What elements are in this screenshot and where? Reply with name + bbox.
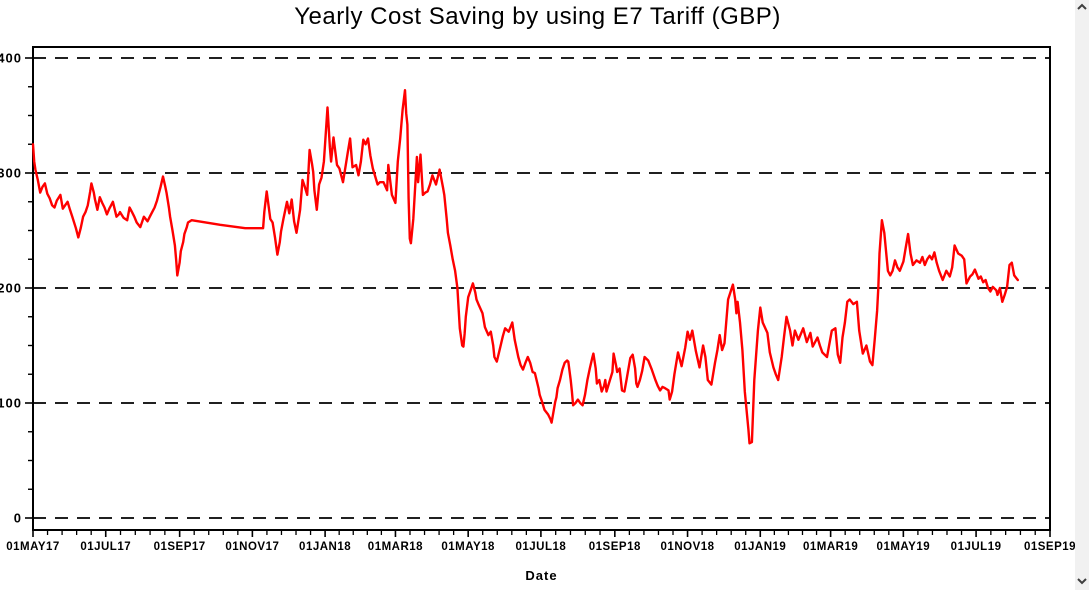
x-tick-label: 01MAY18 <box>441 541 495 553</box>
y-tick-label: 200 <box>0 281 22 296</box>
x-tick-label: 01JAN19 <box>734 541 786 553</box>
x-tick-label: 01JUL17 <box>80 541 131 553</box>
scrollbar-track[interactable] <box>1075 16 1089 574</box>
x-tick-label: 01JAN18 <box>299 541 351 553</box>
vertical-scrollbar[interactable] <box>1075 0 1089 590</box>
y-axis-ticks: 0 100 200 300 400 <box>0 51 33 526</box>
y-tick-label: 0 <box>14 511 22 526</box>
x-axis-title: Date <box>525 568 558 583</box>
x-tick-label: 01JUL18 <box>515 541 566 553</box>
series-line <box>31 88 1019 445</box>
y-tick-label: 300 <box>0 166 22 181</box>
x-tick-label: 01SEP18 <box>589 541 641 553</box>
x-tick-label: 01SEP19 <box>1024 541 1076 553</box>
x-tick-label: 01SEP17 <box>154 541 206 553</box>
x-tick-label: 01MAR19 <box>803 541 858 553</box>
chart-title: Yearly Cost Saving by using E7 Tariff (G… <box>294 3 781 30</box>
chevron-down-icon <box>1076 573 1088 590</box>
x-tick-label: 01JUL19 <box>951 541 1002 553</box>
x-tick-label: 01NOV17 <box>225 541 279 553</box>
chevron-up-icon <box>1076 0 1088 17</box>
x-tick-label: 01NOV18 <box>661 541 715 553</box>
x-tick-label: 01MAR18 <box>368 541 423 553</box>
gridlines <box>33 57 1050 519</box>
scrollbar-down-button[interactable] <box>1075 574 1089 590</box>
scrollbar-up-button[interactable] <box>1075 0 1089 16</box>
y-tick-label: 400 <box>0 51 22 66</box>
x-tick-label: 01MAY17 <box>6 541 60 553</box>
y-tick-label: 100 <box>0 396 22 411</box>
x-tick-label: 01MAY19 <box>877 541 931 553</box>
x-axis-ticks: 01MAY17 01JUL17 01SEP17 01NOV17 01JAN18 01MAR… <box>6 530 1076 553</box>
